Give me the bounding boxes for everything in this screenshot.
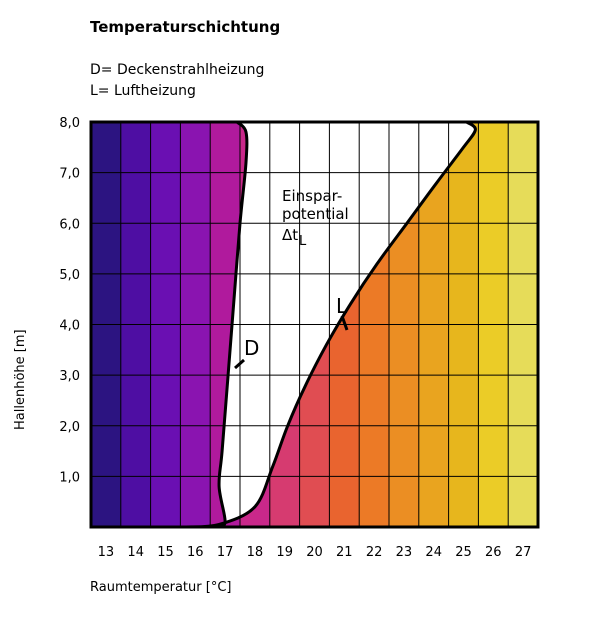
curve-d [215, 122, 249, 527]
x-tick-label: 21 [336, 545, 353, 560]
y-tick-label: 4,0 [59, 319, 80, 334]
x-tick-label: 18 [247, 545, 264, 560]
x-tick-label: 13 [98, 545, 115, 560]
x-tick-label: 27 [515, 545, 532, 560]
y-tick-label: 5,0 [59, 268, 80, 283]
savings-label-line2: potential [282, 205, 349, 223]
legend-entry-l: L= Luftheizung [90, 83, 196, 99]
y-tick-label: 6,0 [59, 217, 80, 232]
legend-entry-d: D= Deckenstrahlheizung [90, 62, 265, 78]
y-tick-label: 7,0 [59, 167, 80, 182]
curve-label-l: L [336, 294, 348, 318]
y-tick-label: 8,0 [59, 116, 80, 131]
savings-label-delta: Δt [282, 226, 298, 244]
y-tick-label: 3,0 [59, 369, 80, 384]
y-tick-label: 2,0 [59, 420, 80, 435]
chart-title: Temperaturschichtung [90, 18, 281, 36]
label-l-leader [340, 315, 349, 331]
savings-label-sub: L [299, 234, 307, 249]
x-tick-label: 17 [217, 545, 234, 560]
x-tick-label: 24 [425, 545, 442, 560]
x-tick-label: 23 [396, 545, 413, 560]
curve-label-d: D [244, 336, 259, 360]
savings-label-line1: Einspar- [282, 187, 342, 205]
x-tick-label: 15 [157, 545, 174, 560]
x-axis-label: Raumtemperatur [°C] [90, 580, 232, 595]
x-tick-label: 20 [306, 545, 323, 560]
x-tick-label: 26 [485, 545, 502, 560]
plot-frame [89, 120, 540, 529]
x-tick-label: 25 [455, 545, 472, 560]
x-tick-label: 22 [366, 545, 383, 560]
curve-l [186, 122, 477, 527]
x-tick-label: 14 [127, 545, 144, 560]
y-tick-label: 1,0 [59, 470, 80, 485]
y-axis-label: Hallenhöhe [m] [13, 329, 28, 430]
x-tick-label: 16 [187, 545, 204, 560]
label-d-leader [234, 358, 245, 370]
x-tick-label: 19 [276, 545, 293, 560]
